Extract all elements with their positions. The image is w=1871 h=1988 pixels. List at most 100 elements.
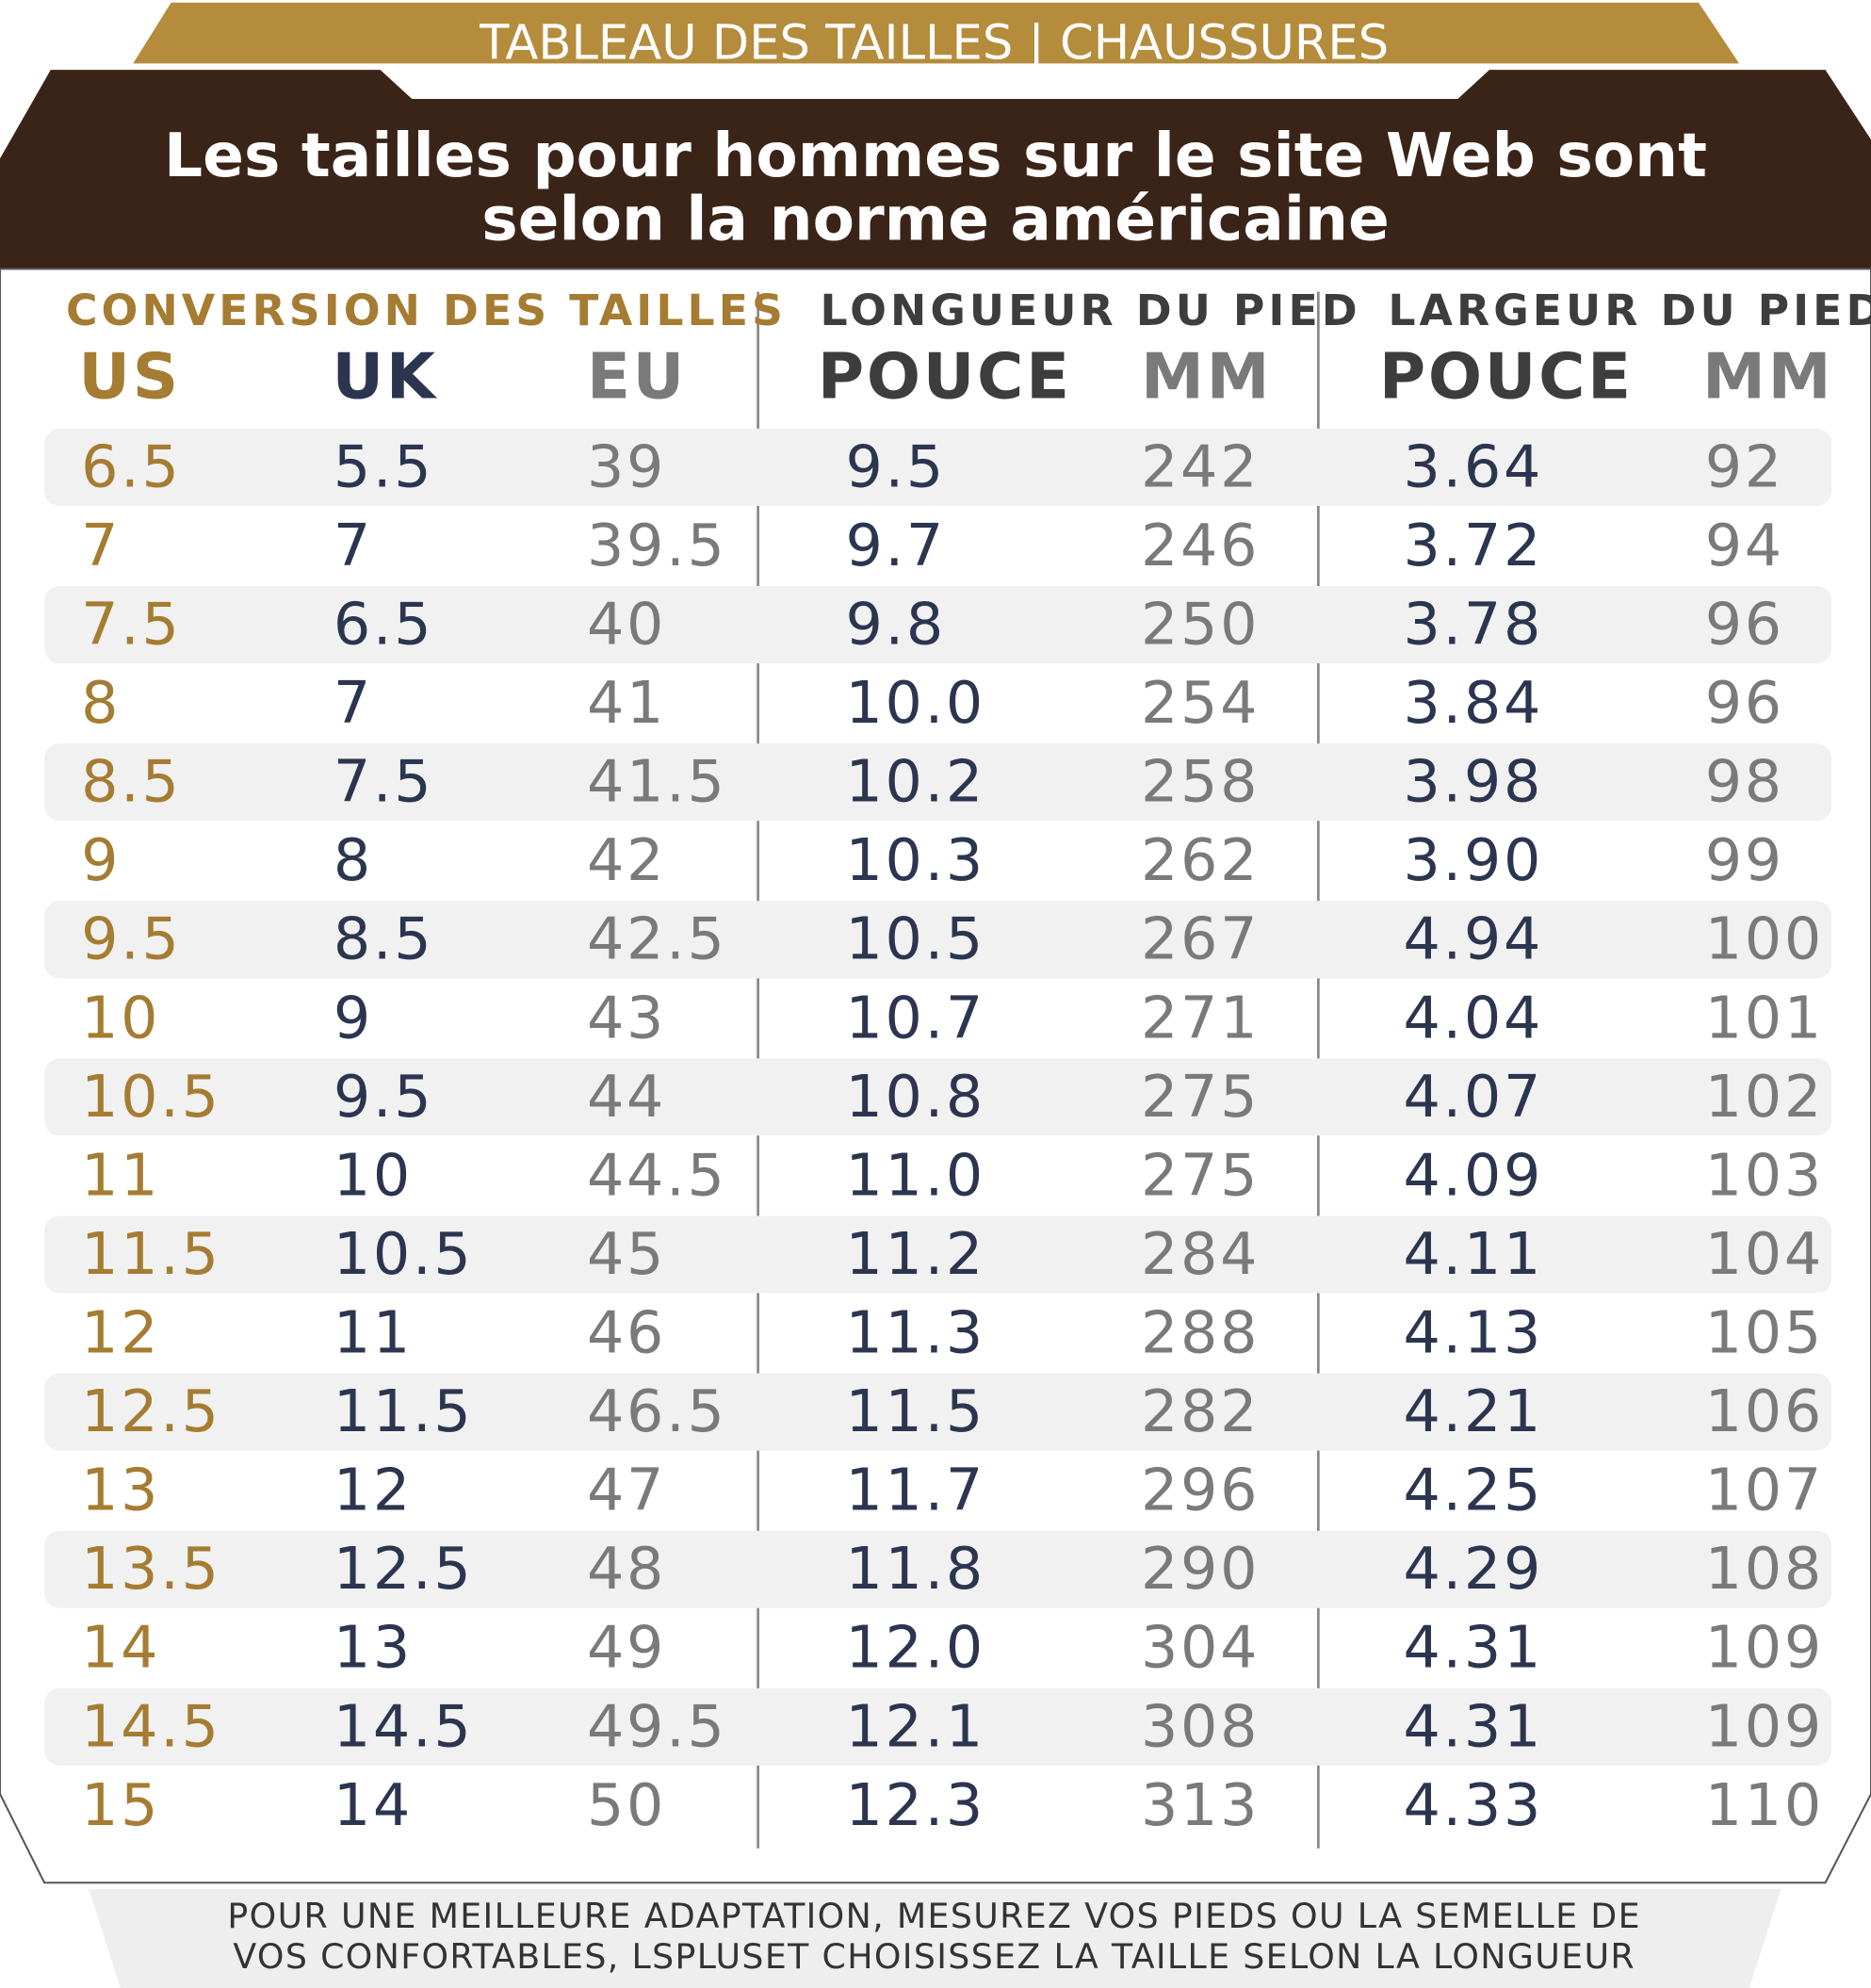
title-band [0,70,1871,269]
cell: 12 [81,1299,160,1367]
tab-text: TABLEAU DES TAILLES | CHAUSSURES [479,16,1389,72]
footer-line: VOS CONFORTABLES, LSPLUSET CHOISISSEZ LA… [233,1936,1635,1977]
row-stripe [44,1530,1832,1608]
cell: 10.7 [845,984,985,1051]
cell: 11.8 [845,1535,985,1603]
cell: 96 [1705,590,1784,658]
cell: 7 [81,512,121,579]
cell: 3.90 [1404,826,1544,894]
cell: 10.3 [845,826,985,894]
cell: 11 [81,1141,160,1209]
cell: 288 [1141,1299,1260,1367]
cell: 8 [81,669,121,737]
cell: 12.5 [81,1377,221,1445]
row-stripe [44,1058,1832,1136]
cell: 10.0 [845,669,985,737]
cell: 100 [1705,905,1824,973]
cell: 3.78 [1404,590,1544,658]
cell: 14 [334,1771,413,1839]
cell: 108 [1705,1535,1824,1603]
cell: 14 [81,1614,160,1682]
cell: 11.2 [845,1220,985,1288]
cell: 41.5 [587,748,727,816]
cell: 12.0 [845,1614,985,1682]
cell: 282 [1141,1377,1260,1445]
cell: 4.31 [1404,1614,1544,1682]
column-header: POUCE [1379,339,1634,413]
cell: 6.5 [81,432,181,500]
column-header: MM [1141,339,1272,413]
cell: 94 [1705,512,1784,579]
cell: 10.5 [845,905,985,973]
column-header: POUCE [818,339,1072,413]
row-stripe [44,901,1832,979]
cell: 258 [1141,748,1260,816]
cell: 48 [587,1535,666,1603]
cell: 106 [1705,1377,1824,1445]
cell: 7 [334,512,373,579]
cell: 9.5 [334,1063,433,1131]
group-header: LONGUEUR DU PIED [821,285,1361,335]
cell: 4.07 [1404,1063,1544,1131]
cell: 105 [1705,1299,1824,1367]
cell: 275 [1141,1063,1260,1131]
cell: 92 [1705,432,1784,500]
cell: 49 [587,1614,666,1682]
cell: 9.8 [845,590,945,658]
cell: 8 [334,826,373,894]
cell: 11.0 [845,1141,985,1209]
row-stripe [44,586,1832,664]
column-header: UK [333,339,438,413]
cell: 9.7 [845,512,945,579]
cell: 12.1 [845,1692,985,1760]
cell: 3.84 [1404,669,1544,737]
row-stripe [44,1215,1832,1294]
cell: 284 [1141,1220,1260,1288]
cell: 11 [334,1299,413,1367]
cell: 271 [1141,984,1260,1051]
cell: 275 [1141,1141,1260,1209]
cell: 9.5 [845,432,945,500]
cell: 4.11 [1404,1220,1544,1288]
cell: 8.5 [81,748,181,816]
cell: 304 [1141,1614,1260,1682]
cell: 6.5 [334,590,433,658]
cell: 4.94 [1404,905,1544,973]
cell: 9 [81,826,121,894]
cell: 11.5 [845,1377,985,1445]
column-header: US [78,339,180,413]
cell: 42.5 [587,905,727,973]
cell: 308 [1141,1692,1260,1760]
cell: 254 [1141,669,1260,737]
cell: 10.2 [845,748,985,816]
cell: 110 [1705,1771,1824,1839]
cell: 5.5 [334,432,433,500]
cell: 15 [81,1771,160,1839]
cell: 11.3 [845,1299,985,1367]
cell: 242 [1141,432,1260,500]
cell: 290 [1141,1535,1260,1603]
cell: 13.5 [81,1535,221,1603]
cell: 43 [587,984,666,1051]
cell: 246 [1141,512,1260,579]
cell: 250 [1141,590,1260,658]
row-stripe [44,1687,1832,1766]
title-line: Les tailles pour hommes sur le site Web … [164,121,1707,191]
group-header: LARGEUR DU PIED [1388,285,1871,335]
group-header: CONVERSION DES TAILLES [66,285,787,335]
cell: 4.04 [1404,984,1544,1051]
title-line: selon la norme américaine [481,184,1390,254]
cell: 96 [1705,669,1784,737]
cell: 103 [1705,1141,1824,1209]
footer-line: POUR UNE MEILLEURE ADAPTATION, MESUREZ V… [227,1896,1640,1936]
cell: 10 [81,984,160,1051]
cell: 262 [1141,826,1260,894]
cell: 102 [1705,1063,1824,1131]
cell: 4.21 [1404,1377,1544,1445]
cell: 10.5 [81,1063,221,1131]
cell: 13 [334,1614,413,1682]
cell: 41 [587,669,666,737]
cell: 9 [334,984,373,1051]
